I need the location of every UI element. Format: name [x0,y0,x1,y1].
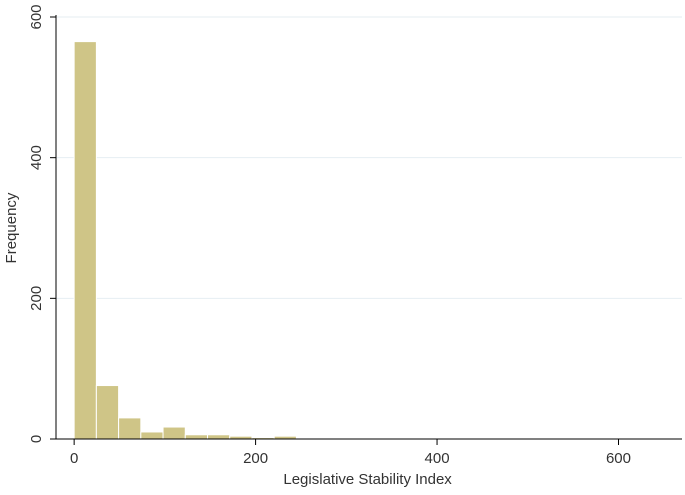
grid-lines [56,16,682,299]
y-tick-label: 400 [28,145,45,170]
y-tick-label: 200 [28,286,45,311]
y-tick-label: 0 [28,435,45,443]
x-tick-label: 600 [606,450,631,467]
histogram-bar [207,434,231,440]
y-axis-label: Frequency [3,192,20,263]
x-tick-label: 200 [243,450,268,467]
histogram-bar [162,426,186,440]
x-axis-ticks: 0 200 400 600 [70,439,631,467]
histogram-bar [95,385,120,440]
x-tick-label: 0 [70,450,78,467]
axes [55,15,682,440]
x-axis-label: Legislative Stability Index [283,471,452,488]
x-tick-label: 400 [425,450,450,467]
histogram-bar [118,417,142,440]
y-axis-ticks: 0 200 400 600 [28,4,56,443]
y-tick-label: 600 [28,4,45,29]
histogram-bars [73,41,675,440]
histogram-bar [73,41,97,440]
histogram-bar [140,431,164,440]
histogram-bar [184,434,209,440]
